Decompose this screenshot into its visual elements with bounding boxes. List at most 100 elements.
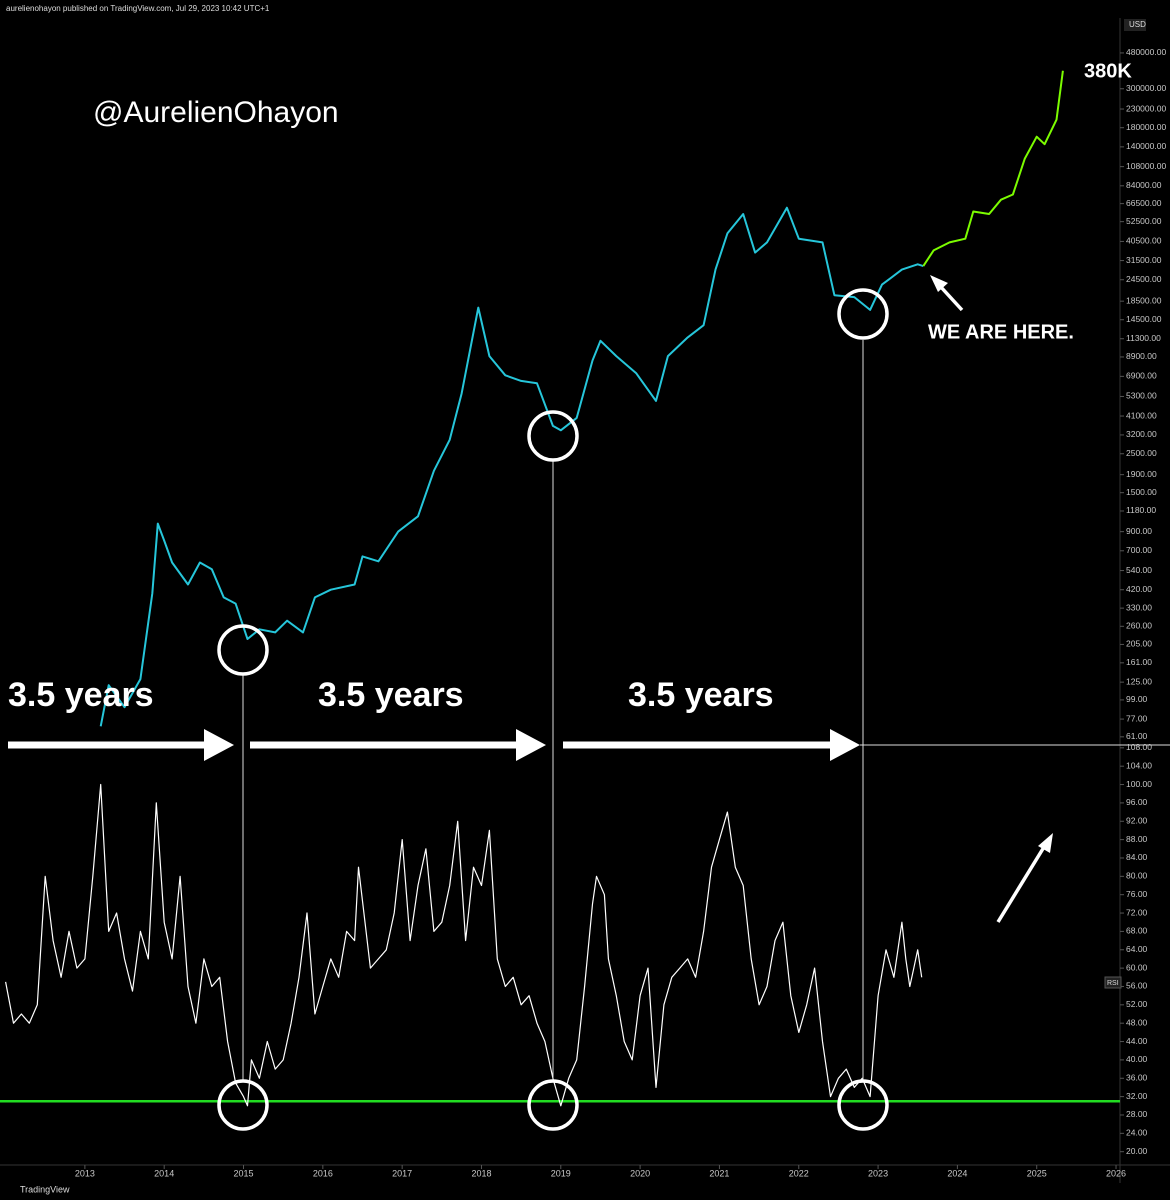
y-tick-label: 31500.00	[1126, 255, 1162, 265]
y-tick-label: 36.00	[1126, 1073, 1148, 1083]
y-tick-label: 100.00	[1126, 779, 1152, 789]
y-tick-label: 2500.00	[1126, 448, 1157, 458]
y-tick-label: 330.00	[1126, 602, 1152, 612]
y-tick-label: 230000.00	[1126, 103, 1166, 113]
y-tick-label: 72.00	[1126, 907, 1148, 917]
annotation: 3.5 years	[628, 676, 774, 714]
y-tick-label: 104.00	[1126, 760, 1152, 770]
legend-tag	[1104, 976, 1122, 989]
x-tick-label: 2016	[313, 1168, 333, 1178]
footer: TradingView	[20, 1184, 70, 1194]
y-tick-label: 56.00	[1126, 981, 1148, 991]
header: aurelienohayon published on TradingView.…	[6, 4, 270, 13]
arrow-head	[204, 729, 234, 761]
y-tick-label: 1500.00	[1126, 487, 1157, 497]
y-tick-label: 260.00	[1126, 621, 1152, 631]
arrows	[8, 275, 1053, 923]
x-tick-label: 2024	[947, 1168, 967, 1178]
y-tick-label: 205.00	[1126, 639, 1152, 649]
arrow-head	[516, 729, 546, 761]
y-tick-label: 14500.00	[1126, 314, 1162, 324]
annotations-layer	[8, 275, 1170, 1131]
circle	[527, 410, 579, 462]
y-tick-label: 8900.00	[1126, 351, 1157, 361]
y-tick-label: 77.00	[1126, 713, 1148, 723]
y-tick-label: 88.00	[1126, 834, 1148, 844]
y-tick-label: 24.00	[1126, 1128, 1148, 1138]
y-tick-label: 40500.00	[1126, 236, 1162, 246]
y-tick-label: 480000.00	[1126, 47, 1166, 57]
annotation: 380K	[1084, 60, 1132, 82]
y-tick-label: 61.00	[1126, 731, 1148, 741]
y-tick-label: 32.00	[1126, 1091, 1148, 1101]
annotation: @AurelienOhayon	[93, 96, 339, 129]
x-tick-label: 2020	[630, 1168, 650, 1178]
x-tick-label: 2023	[868, 1168, 888, 1178]
circle	[217, 1079, 269, 1131]
series-line	[922, 70, 1064, 267]
y-tick-label: 99.00	[1126, 694, 1148, 704]
y-tick-label: 68.00	[1126, 926, 1148, 936]
y-tick-label: 108000.00	[1126, 161, 1166, 171]
x-tick-label: 2014	[154, 1168, 174, 1178]
circle	[527, 1079, 579, 1131]
y-tick-label: 18500.00	[1126, 295, 1162, 305]
y-tick-label: 20.00	[1126, 1146, 1148, 1156]
guide-lines	[242, 340, 1170, 1082]
y-tick-label: 1900.00	[1126, 469, 1157, 479]
series-line	[5, 783, 923, 1107]
arrow	[938, 284, 964, 312]
x-tick-label: 2013	[75, 1168, 95, 1178]
y-tick-label: 108.00	[1126, 742, 1152, 752]
y-tick-label: 125.00	[1126, 676, 1152, 686]
y-tick-label: 420.00	[1126, 584, 1152, 594]
y-tick-label: 60.00	[1126, 962, 1148, 972]
y-tick-label: 540.00	[1126, 565, 1152, 575]
y-tick-label: 4100.00	[1126, 410, 1157, 420]
y-tick-label: 300000.00	[1126, 83, 1166, 93]
series-line	[99, 206, 924, 727]
y-tick-label: 161.00	[1126, 657, 1152, 667]
x-tick-label: 2017	[392, 1168, 412, 1178]
y-tick-label: 44.00	[1126, 1036, 1148, 1046]
circle	[217, 624, 269, 676]
x-tick-label: 2019	[551, 1168, 571, 1178]
y-tick-label: 140000.00	[1126, 141, 1166, 151]
x-tick-label: 2021	[709, 1168, 729, 1178]
y-tick-label: 11300.00	[1126, 333, 1161, 343]
circle	[837, 288, 889, 340]
y-tick-label: 84000.00	[1126, 180, 1162, 190]
y-tick-label: 92.00	[1126, 816, 1148, 826]
y-tick-label: 3200.00	[1126, 429, 1157, 439]
y-tick-label: 76.00	[1126, 889, 1148, 899]
arrow-head	[1038, 833, 1053, 853]
y-tick-label: 6900.00	[1126, 371, 1157, 381]
unit-label: USD	[1129, 20, 1146, 29]
y-tick-label: 52.00	[1126, 999, 1148, 1009]
y-tick-label: 84.00	[1126, 852, 1148, 862]
annotation: WE ARE HERE.	[928, 321, 1074, 343]
x-tick-label: 2018	[471, 1168, 491, 1178]
circles	[217, 288, 889, 1131]
y-tick-label: 5300.00	[1126, 391, 1157, 401]
y-tick-label: 28.00	[1126, 1109, 1148, 1119]
y-tick-label: 64.00	[1126, 944, 1148, 954]
circle	[837, 1079, 889, 1131]
unit-box	[1124, 19, 1146, 31]
x-tick-label: 2026	[1106, 1168, 1126, 1178]
y-tick-label: 24500.00	[1126, 274, 1162, 284]
annotation: 3.5 years	[318, 676, 464, 714]
arrow	[996, 846, 1046, 923]
y-tick-label: 900.00	[1126, 526, 1152, 536]
arrow-head	[830, 729, 860, 761]
y-tick-label: 40.00	[1126, 1054, 1148, 1064]
y-tick-label: 180000.00	[1126, 122, 1166, 132]
x-tick-label: 2025	[1027, 1168, 1047, 1178]
x-tick-label: 2022	[789, 1168, 809, 1178]
y-tick-label: 700.00	[1126, 545, 1152, 555]
annotation: 3.5 years	[8, 676, 154, 714]
y-tick-label: 48.00	[1126, 1017, 1148, 1027]
